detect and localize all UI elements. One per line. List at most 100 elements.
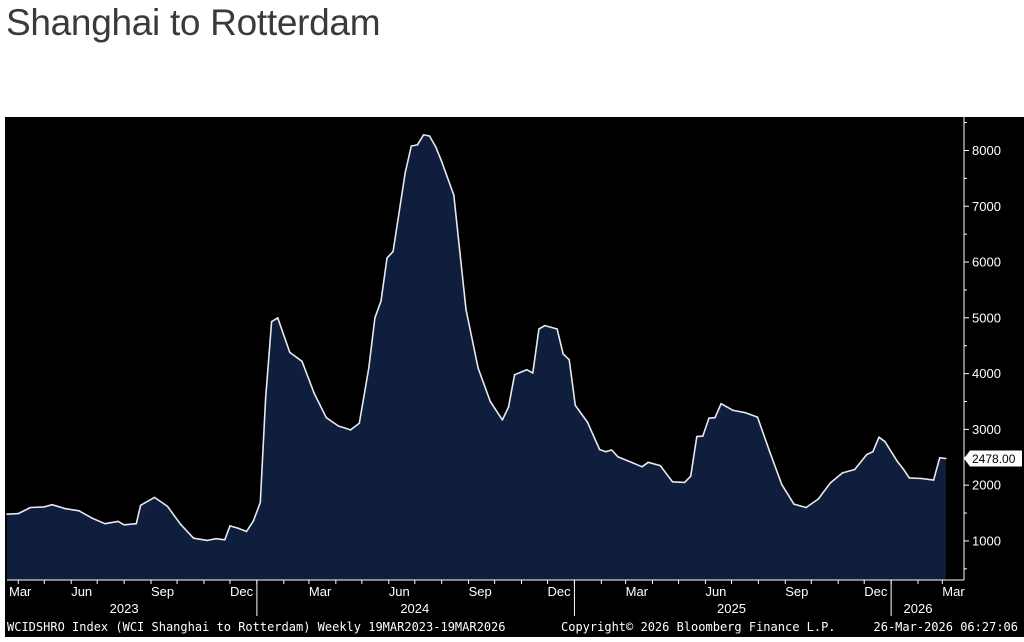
data-point xyxy=(229,525,231,527)
data-point xyxy=(884,440,886,443)
data-point xyxy=(313,392,315,394)
data-point xyxy=(683,481,686,484)
data-point xyxy=(732,409,734,412)
data-point xyxy=(434,145,437,148)
x-tick-label: Dec xyxy=(864,584,888,599)
data-point xyxy=(866,453,868,456)
data-point xyxy=(368,367,370,369)
x-tick-label: Dec xyxy=(230,584,254,599)
data-point xyxy=(945,457,947,460)
year-label: 2026 xyxy=(904,601,933,616)
data-point xyxy=(805,506,807,509)
data-point xyxy=(135,522,138,525)
data-point xyxy=(428,135,431,137)
data-point xyxy=(153,496,156,499)
x-tick-label: Jun xyxy=(705,584,726,599)
data-point xyxy=(224,539,226,541)
data-point xyxy=(489,400,492,403)
y-axis: 1000 2000 3000 4000 5000 6000 7000 8000 2478.00 xyxy=(963,117,1022,580)
data-point xyxy=(386,257,388,259)
y-tick-label: 1000 xyxy=(972,533,1001,548)
data-point xyxy=(556,328,558,330)
data-point xyxy=(702,435,704,437)
x-tick-label: Mar xyxy=(309,584,332,599)
data-point xyxy=(206,539,209,542)
data-point xyxy=(525,368,528,371)
data-point xyxy=(872,450,874,453)
y-tick-label: 8000 xyxy=(972,143,1001,158)
data-point xyxy=(276,317,279,319)
data-point xyxy=(908,477,911,479)
data-point xyxy=(714,416,716,419)
data-point xyxy=(237,527,239,529)
data-point xyxy=(538,328,540,330)
data-point xyxy=(440,160,443,163)
data-point xyxy=(404,172,407,174)
x-tick-label: Jun xyxy=(389,584,410,599)
data-point xyxy=(902,468,905,470)
data-point xyxy=(6,513,8,515)
data-point xyxy=(289,351,291,354)
data-point xyxy=(337,425,340,427)
data-point xyxy=(586,421,589,423)
last-value-label: 2478.00 xyxy=(972,452,1016,466)
data-point xyxy=(422,134,425,136)
y-tick-label: 5000 xyxy=(972,310,1001,325)
last-value-tag xyxy=(964,450,1022,467)
chart-footer: WCIDSHRO Index (WCI Shanghai to Rotterda… xyxy=(7,620,1018,634)
data-point xyxy=(920,477,923,480)
data-point xyxy=(301,360,303,363)
data-point xyxy=(270,320,273,323)
data-point xyxy=(829,482,832,484)
data-point xyxy=(192,537,195,539)
data-point xyxy=(841,472,844,474)
data-point xyxy=(501,419,504,421)
data-point xyxy=(696,435,698,438)
series-area-fill xyxy=(7,134,946,580)
data-point xyxy=(598,448,601,451)
data-point xyxy=(17,512,20,515)
data-point xyxy=(91,517,93,519)
data-point xyxy=(756,416,759,418)
data-point xyxy=(64,507,66,510)
data-point xyxy=(932,479,935,481)
footer-copyright: Copyright© 2026 Bloomberg Finance L.P. xyxy=(561,620,836,634)
x-tick-label: Mar xyxy=(9,584,32,599)
data-point xyxy=(245,530,248,533)
x-tick-label: Dec xyxy=(548,584,572,599)
y-tick-label: 3000 xyxy=(972,422,1001,437)
x-tick-label: Mar xyxy=(942,584,965,599)
chart-panel: 1000 2000 3000 4000 5000 6000 7000 8000 2478.00 … xyxy=(5,117,1024,637)
x-tick-label: Mar xyxy=(626,584,649,599)
footer-timestamp: 26-Mar-2026 06:27:06 xyxy=(874,620,1019,634)
data-point xyxy=(689,475,692,478)
data-point xyxy=(117,520,119,523)
data-point xyxy=(358,422,361,425)
data-point xyxy=(641,466,643,468)
data-point xyxy=(139,504,142,507)
data-point xyxy=(179,523,182,525)
year-label: 2024 xyxy=(400,601,429,616)
year-label: 2025 xyxy=(717,601,746,616)
data-point xyxy=(878,436,880,439)
data-point xyxy=(768,450,771,453)
plot-area xyxy=(6,134,947,580)
data-point xyxy=(647,461,649,464)
x-tick-label: Sep xyxy=(469,584,492,599)
data-point xyxy=(532,372,534,374)
data-point xyxy=(43,506,46,508)
chart-svg: 100020003000400050006000700080002478.00 … xyxy=(5,117,1024,637)
data-point xyxy=(78,510,80,512)
data-point xyxy=(853,468,856,471)
data-point xyxy=(817,498,819,500)
footer-series-description: WCIDSHRO Index (WCI Shanghai to Rotterda… xyxy=(7,620,506,634)
data-point xyxy=(671,481,674,483)
data-point xyxy=(104,522,106,525)
data-point xyxy=(604,450,607,453)
data-point xyxy=(264,397,267,400)
data-point xyxy=(349,429,352,431)
data-point xyxy=(744,411,747,414)
data-point xyxy=(617,455,619,458)
data-point xyxy=(568,358,570,361)
data-point xyxy=(410,145,413,147)
